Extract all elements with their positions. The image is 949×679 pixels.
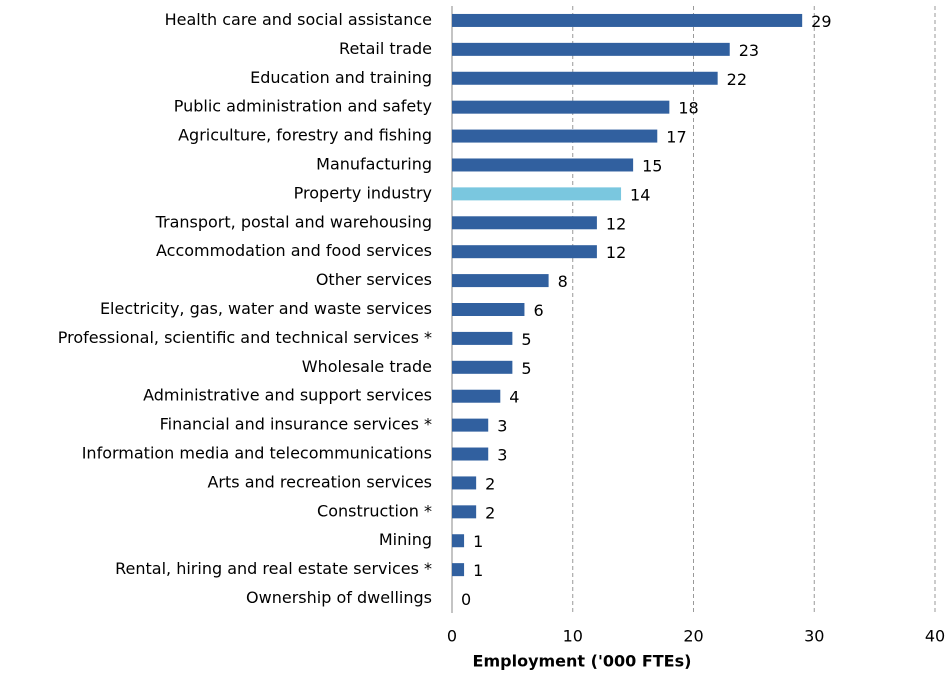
- value-label: 5: [521, 330, 531, 349]
- y-tick-label: Education and training: [250, 68, 432, 87]
- y-tick-label: Rental, hiring and real estate services …: [115, 559, 432, 578]
- bar: [452, 418, 489, 432]
- value-label: 6: [533, 301, 543, 320]
- bar: [452, 245, 597, 259]
- y-tick-label: Construction *: [317, 501, 432, 520]
- value-label: 3: [497, 417, 507, 436]
- y-tick-label: Accommodation and food services: [156, 241, 432, 260]
- y-tick-label: Property industry: [294, 183, 432, 202]
- value-label: 15: [642, 156, 662, 175]
- x-tick-label: 40: [925, 627, 945, 646]
- value-label: 12: [606, 243, 626, 262]
- value-label: 0: [461, 590, 471, 609]
- value-label: 8: [558, 272, 568, 291]
- value-label: 23: [739, 41, 759, 60]
- y-tick-label: Public administration and safety: [174, 97, 432, 116]
- value-label: 1: [473, 532, 483, 551]
- y-tick-label: Other services: [316, 270, 432, 289]
- y-tick-label: Mining: [379, 530, 432, 549]
- value-label: 2: [485, 474, 495, 493]
- y-tick-label: Arts and recreation services: [207, 472, 432, 491]
- bar: [452, 187, 622, 201]
- value-label: 12: [606, 214, 626, 233]
- value-label: 17: [666, 128, 686, 147]
- x-tick-label: 20: [683, 627, 703, 646]
- bar: [452, 447, 489, 461]
- bar: [452, 331, 513, 345]
- y-tick-label: Health care and social assistance: [165, 10, 432, 29]
- y-tick-label: Information media and telecommunications: [82, 444, 432, 463]
- y-tick-label: Transport, postal and warehousing: [155, 212, 432, 231]
- bar: [452, 42, 730, 56]
- y-tick-label: Professional, scientific and technical s…: [58, 328, 432, 347]
- x-axis-title: Employment ('000 FTEs): [473, 652, 692, 671]
- value-label: 3: [497, 446, 507, 465]
- value-label: 4: [509, 388, 519, 407]
- y-tick-label: Retail trade: [339, 39, 432, 58]
- bar: [452, 476, 477, 490]
- bar: [452, 505, 477, 519]
- bar: [452, 274, 549, 288]
- bar: [452, 216, 597, 230]
- bar: [452, 303, 525, 316]
- y-tick-label: Administrative and support services: [143, 386, 432, 405]
- bar: [452, 534, 465, 548]
- y-tick-label: Electricity, gas, water and waste servic…: [100, 299, 432, 318]
- x-tick-label: 10: [563, 627, 583, 646]
- x-tick-label: 0: [447, 627, 457, 646]
- bar: [452, 13, 803, 27]
- bar: [452, 129, 658, 143]
- y-tick-label: Agriculture, forestry and fishing: [178, 126, 432, 145]
- y-tick-label: Ownership of dwellings: [246, 588, 432, 607]
- value-label: 1: [473, 561, 483, 580]
- value-label: 5: [521, 359, 531, 378]
- value-label: 2: [485, 503, 495, 522]
- value-label: 29: [811, 12, 831, 31]
- bar: [452, 71, 718, 85]
- value-label: 22: [727, 70, 747, 89]
- bar: [452, 100, 670, 114]
- value-label: 18: [678, 99, 698, 118]
- y-tick-label: Manufacturing: [316, 154, 432, 173]
- y-tick-label: Financial and insurance services *: [160, 415, 432, 434]
- bar: [452, 563, 465, 577]
- y-tick-label: Wholesale trade: [302, 357, 432, 376]
- bar: [452, 389, 501, 403]
- bar: [452, 360, 513, 374]
- value-label: 14: [630, 185, 650, 204]
- bar: [452, 158, 634, 172]
- x-tick-label: 30: [804, 627, 824, 646]
